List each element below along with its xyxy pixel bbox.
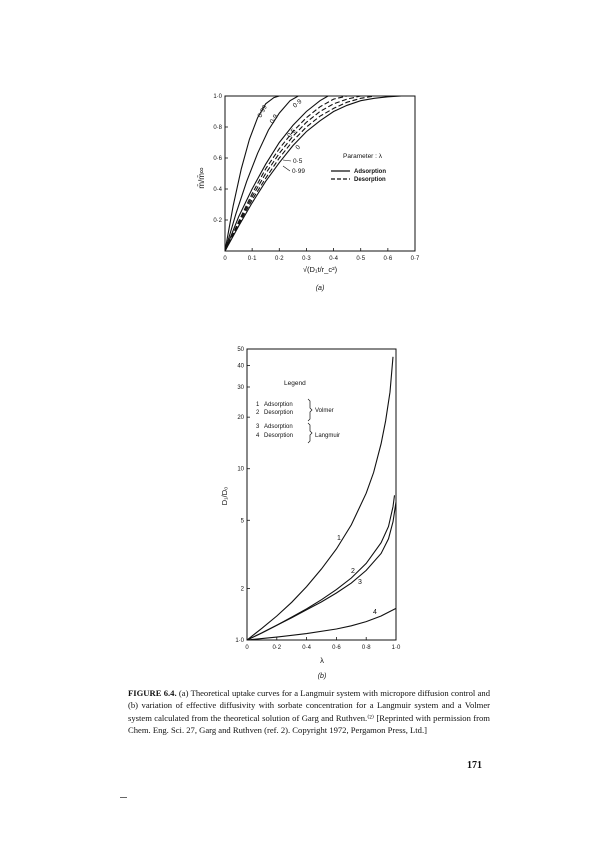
b-ytick-label: 1·0 <box>235 638 244 644</box>
a-curve-label-0: 0 <box>294 144 302 152</box>
a-curve-3-solid <box>224 95 329 252</box>
b-legend-label-2: Desorption <box>264 410 293 416</box>
a-legend-adsorption: Adsorption <box>354 169 386 175</box>
a-x-ticks: 0 0·1 0·2 0·3 0·4 0·5 0·6 0·7 <box>223 248 420 262</box>
b-curve-label-4: 4 <box>373 609 377 616</box>
a-curve-2-solid <box>224 95 299 252</box>
stray-mark <box>120 797 127 798</box>
a-xtick-label: 0 <box>223 256 227 262</box>
a-curve-label-0.5-ads: 0·5 <box>286 127 298 139</box>
b-legend-num-4: 4 <box>256 433 260 439</box>
a-xtick-label: 0·4 <box>329 256 338 262</box>
b-legend-label-3: Adsorption <box>264 424 293 430</box>
figure-caption: FIGURE 6.4. (a) Theoretical uptake curve… <box>128 687 490 736</box>
a-xtick-label: 0·1 <box>248 256 257 262</box>
a-curve-5-dashed <box>224 95 375 252</box>
b-legend-group-volmer: Volmer <box>315 408 334 414</box>
a-curves <box>224 95 415 252</box>
b-legend-label-1: Adsorption <box>264 402 293 408</box>
a-curve-7-dashed <box>224 95 348 252</box>
b-legend-num-3: 3 <box>256 424 260 430</box>
a-label-leader-lines <box>282 159 292 172</box>
b-curve-label-1: 1 <box>337 535 341 542</box>
b-xtick-label: 0·8 <box>362 645 371 651</box>
b-legend-num-1: 1 <box>256 402 260 408</box>
a-plot-frame <box>224 95 416 252</box>
a-xtick-label: 0·6 <box>384 256 393 262</box>
caption-text: (a) Theoretical uptake curves for a Lang… <box>128 688 490 735</box>
a-legend-title: Parameter : λ <box>343 153 383 160</box>
b-panel-label: (b) <box>318 673 327 680</box>
caption-figure-label: FIGURE 6.4. <box>128 688 177 698</box>
b-curve-4 <box>246 607 397 641</box>
a-xtick-label: 0·3 <box>302 256 311 262</box>
b-ytick-label: 50 <box>237 347 244 353</box>
b-plot-frame <box>246 348 397 641</box>
a-curve-label-0.9-des: 0·9 <box>292 98 304 110</box>
b-xtick-label: 0·6 <box>332 645 341 651</box>
a-curve-1-solid <box>224 95 280 252</box>
page-number: 171 <box>467 760 482 771</box>
b-curve-label-3: 3 <box>358 579 362 586</box>
b-xlabel: λ <box>320 656 324 665</box>
a-curve-4-solid <box>224 95 402 252</box>
b-curve-1 <box>246 356 394 641</box>
b-curve-3 <box>246 501 397 641</box>
b-legend-group-langmuir: Langmuir <box>315 433 340 439</box>
b-x-ticks: 0 0·2 0·4 0·6 0·8 1·0 <box>245 637 401 651</box>
b-curve-2 <box>246 495 396 641</box>
a-ytick-label: 1·0 <box>213 94 222 100</box>
a-ytick-label: 0·8 <box>213 125 222 131</box>
b-ylabel: D₁/D₀ <box>220 487 229 506</box>
a-ytick-label: 0·2 <box>213 218 222 224</box>
b-legend-label-4: Desorption <box>264 433 293 439</box>
b-curves <box>246 356 397 641</box>
b-curve-label-2: 2 <box>351 568 355 575</box>
a-panel-label: (a) <box>316 285 325 292</box>
b-legend-num-2: 2 <box>256 410 260 416</box>
b-ytick-label: 10 <box>237 467 244 473</box>
a-curve-6-dashed <box>224 95 361 252</box>
b-ytick-label: 30 <box>237 385 244 391</box>
a-curve-label-0.99-des: 0·99 <box>292 168 305 175</box>
a-xtick-label: 0·5 <box>356 256 365 262</box>
b-xtick-label: 0 <box>245 645 249 651</box>
a-y-ticks: 0·2 0·4 0·6 0·8 1·0 <box>213 94 228 224</box>
b-xtick-label: 1·0 <box>392 645 401 651</box>
b-legend-title: Legend <box>284 380 306 387</box>
a-ytick-label: 0·4 <box>213 187 222 193</box>
b-xtick-label: 0·2 <box>272 645 281 651</box>
b-xtick-label: 0·4 <box>302 645 311 651</box>
a-ylabel: m̄/m̄∞ <box>197 167 206 189</box>
a-curve-label-0.9-ads: 0·9 <box>269 113 280 125</box>
b-ytick-label: 5 <box>241 518 245 524</box>
b-ytick-label: 2 <box>241 586 245 592</box>
a-legend-desorption: Desorption <box>354 177 386 183</box>
a-xlabel: √(D₁t/r_c²) <box>303 265 338 274</box>
a-xtick-label: 0·7 <box>411 256 420 262</box>
b-y-ticks: 1·0 2 5 10 20 30 40 50 <box>235 347 250 644</box>
a-ytick-label: 0·6 <box>213 156 222 162</box>
a-curve-label-0.5-des: 0·5 <box>293 158 303 165</box>
b-ytick-label: 20 <box>237 415 244 421</box>
b-legend-brace-langmuir <box>307 422 313 444</box>
b-ytick-label: 40 <box>237 364 244 370</box>
a-xtick-label: 0·2 <box>275 256 284 262</box>
b-legend-brace-volmer <box>307 398 313 422</box>
